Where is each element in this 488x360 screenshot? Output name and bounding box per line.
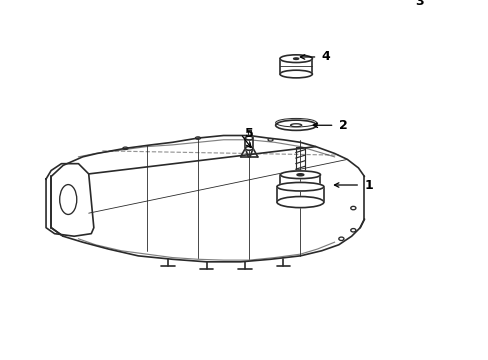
Text: 1: 1	[364, 179, 372, 192]
Ellipse shape	[290, 124, 301, 127]
Ellipse shape	[279, 55, 312, 63]
Ellipse shape	[245, 136, 252, 140]
Ellipse shape	[276, 197, 323, 208]
Ellipse shape	[245, 147, 252, 150]
Ellipse shape	[346, 31, 390, 39]
Ellipse shape	[346, 27, 390, 36]
Text: 2: 2	[338, 119, 347, 132]
Ellipse shape	[275, 120, 316, 130]
Ellipse shape	[293, 58, 298, 59]
Ellipse shape	[296, 174, 303, 176]
Text: 3: 3	[415, 0, 424, 8]
Ellipse shape	[279, 70, 312, 78]
Ellipse shape	[280, 171, 320, 179]
Text: 4: 4	[321, 50, 330, 63]
Ellipse shape	[276, 183, 323, 191]
Text: 5: 5	[244, 127, 253, 140]
